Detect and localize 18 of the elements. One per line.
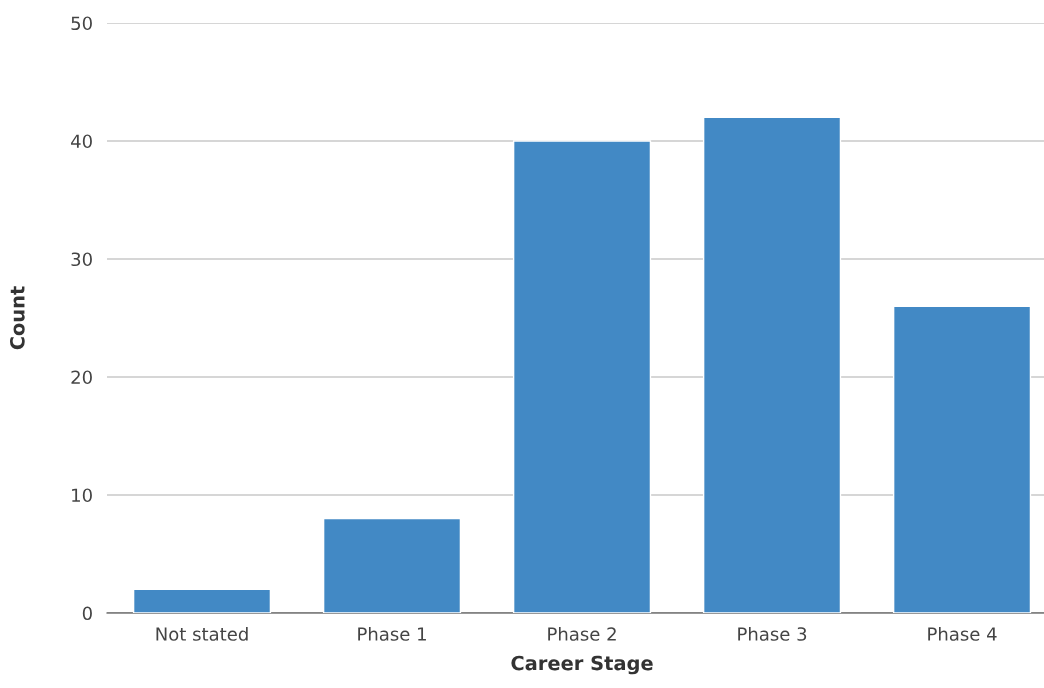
x-tick-label: Not stated [156, 626, 248, 641]
y-tick-label: 20 [71, 370, 92, 385]
y-tick-label: 40 [71, 134, 92, 149]
bar [322, 517, 462, 614]
x-tick-label: Phase 4 [928, 626, 997, 641]
bar [512, 140, 652, 614]
x-tick-label: Phase 3 [738, 626, 807, 641]
x-axis-title: Career Stage [511, 655, 653, 675]
x-tick-label: Phase 1 [358, 626, 426, 641]
y-tick-label: 10 [72, 488, 92, 503]
y-tick-label: 30 [71, 252, 92, 267]
y-tick-label: 50 [71, 16, 92, 31]
bar [702, 116, 842, 614]
bar [132, 588, 272, 614]
y-axis-title: Count [10, 286, 25, 350]
bar [892, 305, 1032, 614]
x-tick-label: Phase 2 [548, 626, 616, 641]
y-tick-label: 0 [82, 606, 92, 621]
